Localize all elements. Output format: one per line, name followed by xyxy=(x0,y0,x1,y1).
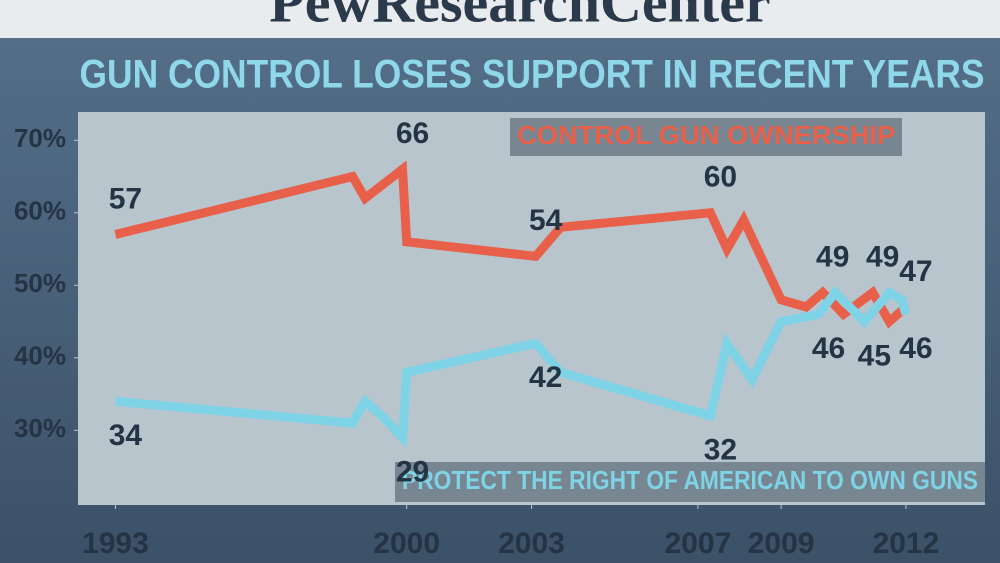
y-tick-label: 60% xyxy=(14,196,66,226)
legend-box xyxy=(510,118,902,156)
header-band xyxy=(0,0,1000,38)
x-tick-label: 2009 xyxy=(748,527,815,560)
data-label: 32 xyxy=(704,434,737,467)
legend-box xyxy=(395,462,985,502)
data-label: 46 xyxy=(812,332,845,365)
data-label: 34 xyxy=(109,419,143,452)
series-line xyxy=(114,285,911,449)
x-tick-label: 2000 xyxy=(373,527,440,560)
data-label: 57 xyxy=(109,182,142,215)
data-label: 49 xyxy=(816,240,849,273)
chart-title: GUN CONTROL LOSES SUPPORT IN RECENT YEAR… xyxy=(80,53,985,97)
x-tick-label: 2012 xyxy=(873,527,940,560)
brand: PewResearchCenter xyxy=(269,0,770,34)
data-label: 42 xyxy=(529,361,562,394)
data-label: 54 xyxy=(529,204,563,237)
data-label: 49 xyxy=(866,240,899,273)
x-tick-label: 2003 xyxy=(498,527,565,560)
y-tick-label: 30% xyxy=(14,413,66,443)
data-label: 45 xyxy=(858,339,891,372)
legend-label: PROTECT THE RIGHT OF AMERICAN TO OWN GUN… xyxy=(402,465,978,495)
data-label: 29 xyxy=(396,455,429,488)
data-label: 46 xyxy=(899,332,932,365)
y-tick-label: 50% xyxy=(14,268,66,298)
data-label: 66 xyxy=(396,117,429,150)
data-label: 47 xyxy=(899,255,932,288)
y-tick-label: 70% xyxy=(14,123,66,153)
legend-label: CONTROL GUN OWNERSHIP xyxy=(517,120,895,150)
x-tick-label: 2007 xyxy=(665,527,732,560)
y-tick-label: 40% xyxy=(14,341,66,371)
data-label: 60 xyxy=(704,161,737,194)
x-tick-label: 1993 xyxy=(82,527,149,560)
